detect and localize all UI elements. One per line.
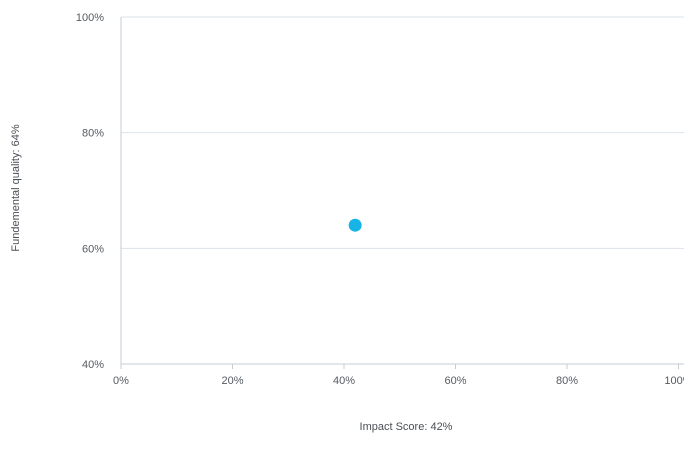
x-tick-label: 40% [333, 375, 355, 387]
x-tick-label: 100% [664, 375, 684, 387]
x-tick-label: 0% [113, 375, 129, 387]
x-axis-title: Impact Score: 42% [360, 421, 453, 433]
grid-lines [121, 16, 684, 249]
x-tick-label: 20% [221, 375, 243, 387]
y-tick-label: 100% [76, 12, 104, 24]
y-tick-label: 80% [82, 128, 104, 140]
y-tick-label: 40% [82, 359, 104, 371]
x-tick-label: 80% [556, 375, 578, 387]
data-point[interactable] [348, 218, 362, 232]
tick-labels: 40% 60% 80% 100% 0% 20% 40% 60% 80% 100% [76, 12, 684, 387]
data-points [348, 218, 362, 232]
axes [120, 17, 684, 369]
y-tick-label: 60% [82, 243, 104, 255]
x-tick-label: 60% [444, 375, 466, 387]
y-axis-title: Fundemental quality: 64% [10, 124, 22, 251]
